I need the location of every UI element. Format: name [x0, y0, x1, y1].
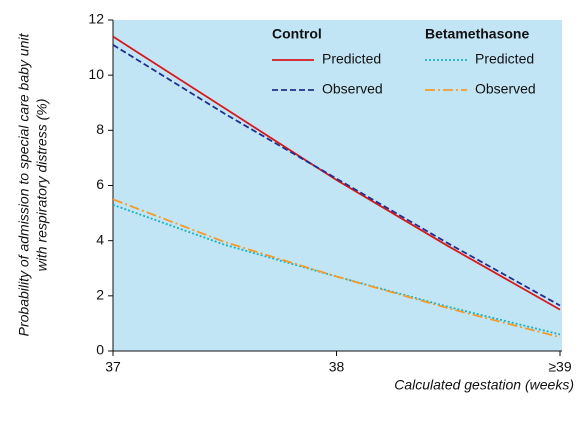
legend-label: Observed [322, 81, 383, 97]
y-axis-label: Probability of admission to special care… [16, 33, 32, 337]
y-tick-label: 10 [88, 66, 104, 82]
y-tick-label: 2 [96, 287, 104, 303]
legend-label: Observed [475, 81, 536, 97]
data-line [112, 35, 561, 311]
x-tick-label: 38 [329, 359, 345, 375]
data-line [112, 198, 561, 339]
y-tick-label: 0 [96, 342, 104, 358]
x-axis-label: Calculated gestation (weeks) [394, 377, 574, 393]
x-tick-label: 37 [105, 359, 121, 375]
data-line [112, 203, 561, 336]
plot-background [113, 20, 562, 351]
y-tick-label: 8 [96, 121, 104, 137]
legend-label: Predicted [322, 51, 381, 67]
y-tick-label: 6 [96, 176, 104, 192]
legend-group-title: Control [272, 26, 322, 42]
legend-label: Predicted [475, 51, 534, 67]
y-axis-label: with respiratory distress (%) [34, 99, 50, 272]
y-tick-label: 12 [88, 11, 104, 27]
data-line [112, 44, 561, 307]
x-tick-label: ≥39 [548, 359, 571, 375]
y-tick-label: 4 [96, 231, 104, 247]
legend-group-title: Betamethasone [425, 26, 529, 42]
